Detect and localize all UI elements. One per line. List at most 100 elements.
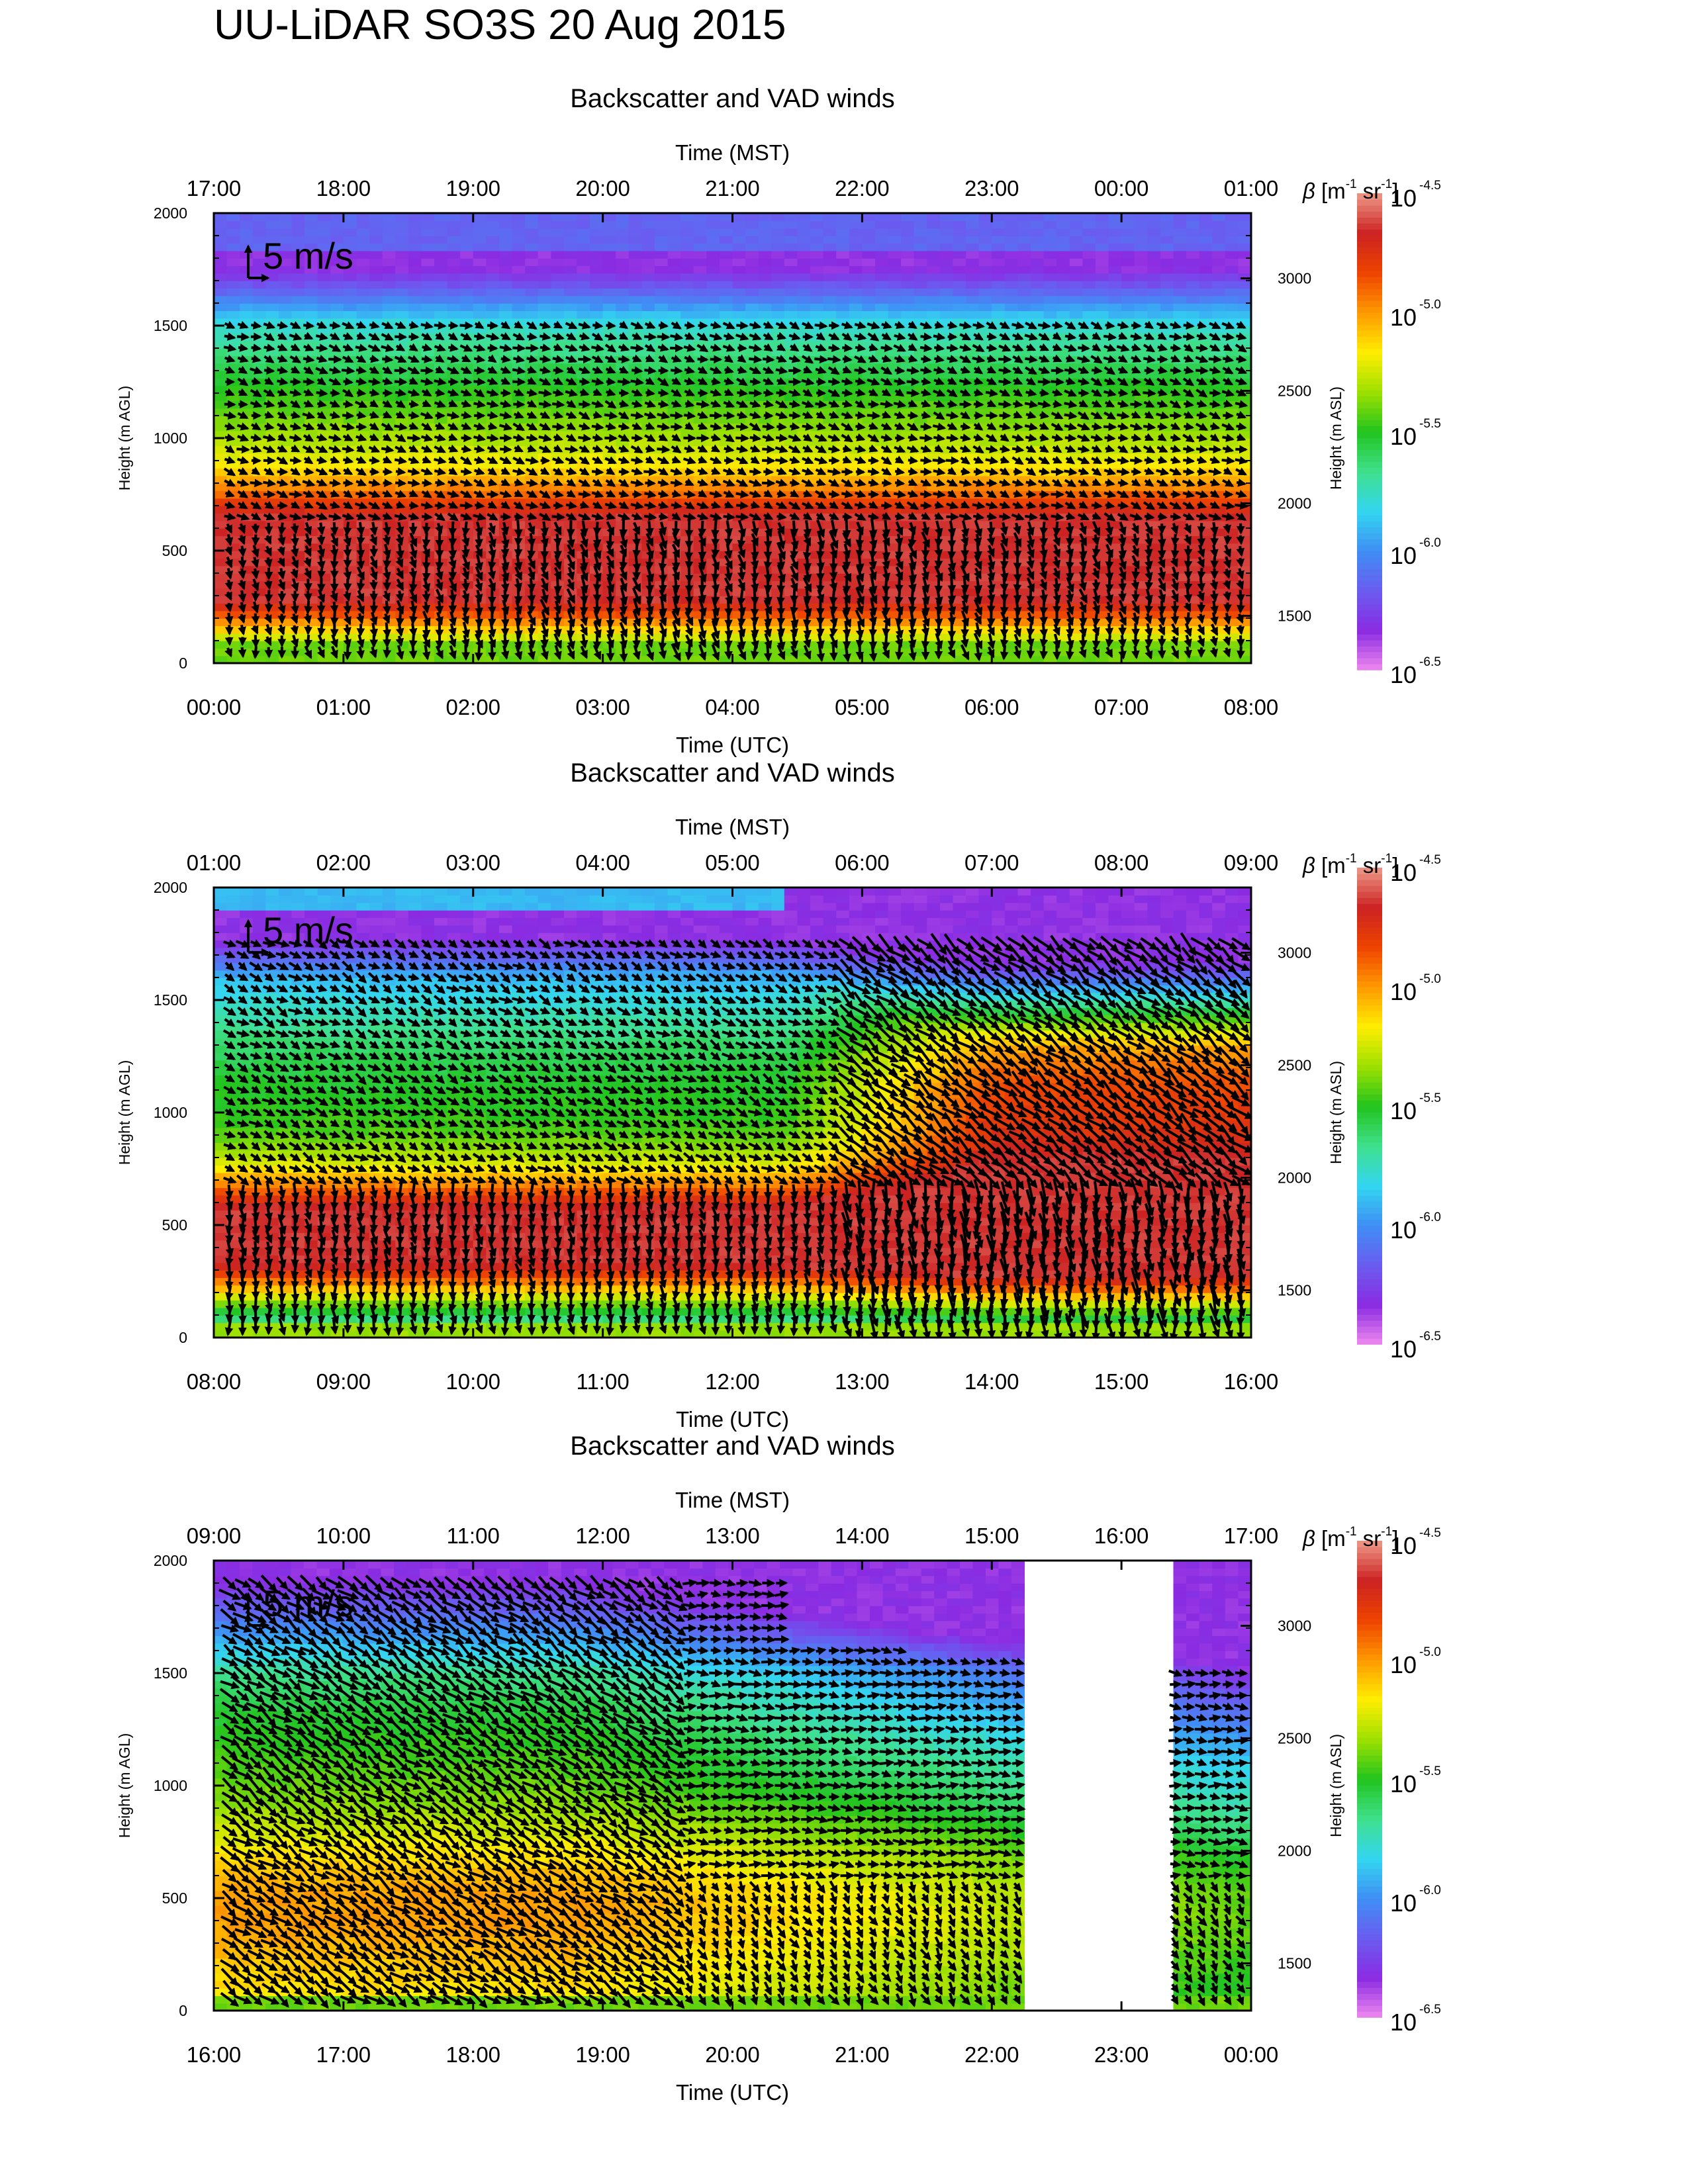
heatmap-cell	[538, 228, 552, 236]
heatmap-cell	[771, 603, 785, 612]
heatmap-cell	[641, 310, 655, 319]
heatmap-cell	[460, 303, 474, 312]
heatmap-cell	[265, 213, 279, 222]
heatmap-cell	[330, 618, 344, 627]
heatmap-cell	[1031, 288, 1045, 296]
heatmap-cell	[655, 303, 669, 312]
heatmap-cell	[226, 250, 240, 259]
heatmap-cell	[901, 295, 915, 304]
heatmap-cell	[1017, 236, 1031, 244]
heatmap-cell	[498, 258, 513, 267]
heatmap-cell	[434, 265, 448, 274]
heatmap-cell	[680, 310, 694, 319]
heatmap-cell	[1004, 295, 1019, 304]
heatmap-cell	[836, 303, 850, 312]
heatmap-cell	[1186, 265, 1200, 274]
heatmap-cell	[1043, 303, 1057, 312]
heatmap-cell	[758, 258, 773, 267]
heatmap-cell	[862, 250, 876, 259]
heatmap-cell	[862, 273, 876, 281]
heatmap-cell	[395, 213, 409, 222]
heatmap-cell	[1031, 310, 1045, 319]
heatmap-cell	[862, 281, 876, 289]
heatmap-cell	[317, 618, 332, 627]
heatmap-cell	[1121, 303, 1135, 312]
heatmap-cell	[1212, 273, 1226, 281]
heatmap-cell	[706, 580, 720, 589]
heatmap-cell	[745, 303, 759, 312]
heatmap-cell	[616, 236, 630, 244]
heatmap-cell	[784, 228, 798, 236]
heatmap-cell	[719, 625, 733, 634]
heatmap-cell	[719, 228, 733, 236]
heatmap-cell	[797, 303, 811, 312]
heatmap-cell	[447, 288, 461, 296]
heatmap-cell	[1108, 236, 1122, 244]
heatmap-cell	[927, 273, 941, 281]
heatmap-cell	[680, 265, 694, 274]
heatmap-cell	[875, 258, 889, 267]
heatmap-cell	[641, 243, 655, 251]
heatmap-cell	[797, 520, 811, 529]
heatmap-cell	[1043, 258, 1057, 267]
heatmap-cell	[343, 295, 357, 304]
heatmap-cell	[1096, 281, 1109, 289]
heatmap-cell	[810, 273, 824, 281]
heatmap-cell	[797, 250, 811, 259]
heatmap-cell	[1238, 295, 1251, 304]
heatmap-cell	[693, 228, 708, 236]
heatmap-cell	[836, 288, 850, 296]
heatmap-cell	[226, 265, 240, 274]
heatmap-cell	[434, 250, 448, 259]
heatmap-cell	[330, 295, 344, 304]
heatmap-cell	[1121, 265, 1135, 274]
heatmap-cell	[758, 535, 773, 544]
heatmap-cell	[525, 295, 539, 304]
heatmap-cell	[732, 243, 746, 251]
heatmap-cell	[914, 250, 928, 259]
heatmap-cell	[1043, 273, 1057, 281]
heatmap-cell	[1238, 250, 1251, 259]
heatmap-cell	[214, 641, 228, 649]
heatmap-cell	[498, 295, 513, 304]
heatmap-cell	[265, 310, 279, 319]
heatmap-cell	[382, 265, 396, 274]
heatmap-cell	[214, 625, 228, 634]
wind-arrow	[238, 343, 249, 352]
heatmap-cell	[732, 535, 746, 544]
heatmap-cell	[1238, 273, 1251, 281]
heatmap-cell	[486, 236, 500, 244]
heatmap-cell	[1160, 295, 1174, 304]
wind-arrow	[263, 490, 276, 499]
heatmap-cell	[836, 273, 850, 281]
heatmap-cell	[1147, 303, 1161, 312]
heatmap-cell	[577, 265, 590, 274]
heatmap-cell	[641, 273, 655, 281]
heatmap-cell	[680, 573, 694, 582]
heatmap-cell	[421, 273, 435, 281]
heatmap-cell	[291, 220, 305, 229]
heatmap-cell	[1069, 236, 1084, 244]
heatmap-cell	[1069, 228, 1084, 236]
heatmap-cell	[810, 236, 824, 244]
heatmap-cell	[214, 281, 228, 289]
heatmap-cell	[1160, 243, 1174, 251]
heatmap-cell	[460, 220, 474, 229]
heatmap-cell	[369, 288, 383, 296]
heatmap-cell	[901, 236, 915, 244]
heatmap-cell	[395, 250, 409, 259]
heatmap-cell	[978, 273, 993, 281]
heatmap-cell	[356, 265, 370, 274]
heatmap-cell	[953, 250, 966, 259]
heatmap-cell	[434, 236, 448, 244]
heatmap-cell	[745, 310, 759, 319]
heatmap-cell	[1186, 236, 1200, 244]
heatmap-cell	[369, 303, 383, 312]
heatmap-cell	[758, 543, 773, 551]
heatmap-cell	[784, 273, 798, 281]
heatmap-cell	[563, 295, 578, 304]
heatmap-cell	[1043, 250, 1057, 259]
heatmap-cell	[434, 625, 448, 634]
heatmap-cell	[927, 281, 941, 289]
heatmap-cell	[823, 228, 837, 236]
